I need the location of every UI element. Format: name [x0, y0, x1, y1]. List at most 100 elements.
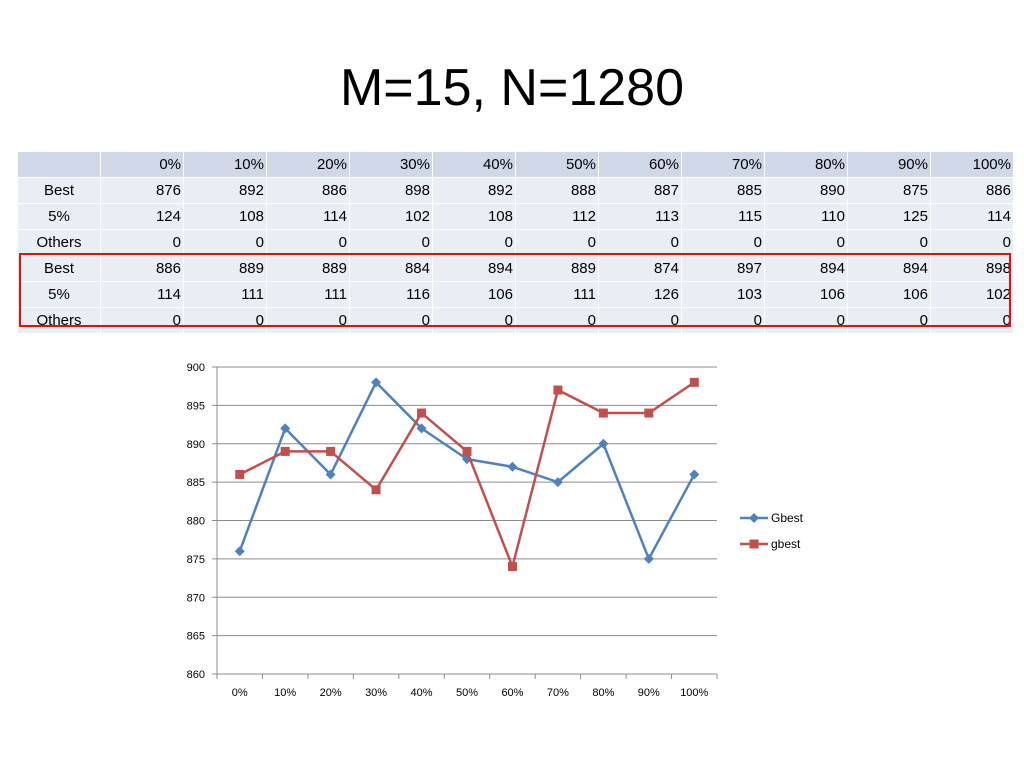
table-cell: 0 [598, 307, 682, 334]
column-header: 100% [930, 151, 1014, 178]
table-cell: 887 [598, 177, 682, 204]
results-table: 0% 10% 20% 30% 40% 50% 60% 70% 80% 90% 1… [17, 151, 1014, 334]
data-point-gbest [507, 461, 518, 472]
legend-marker-gbest [749, 513, 759, 523]
table-cell: 0 [847, 307, 931, 334]
table-cell: 102 [349, 203, 433, 230]
table-cell: 897 [681, 255, 765, 282]
table-cell: 894 [764, 255, 848, 282]
y-tick-label: 895 [187, 400, 205, 412]
table-cell: 112 [515, 203, 599, 230]
x-tick-label: 20% [320, 687, 342, 699]
x-tick-label: 100% [680, 687, 708, 699]
table-cell: 888 [515, 177, 599, 204]
table-cell: 0 [681, 307, 765, 334]
x-tick-label: 80% [592, 687, 614, 699]
data-point-gbest [552, 477, 563, 488]
column-header: 40% [432, 151, 516, 178]
data-point-gbest [417, 408, 427, 418]
table-cell: 0 [266, 229, 350, 256]
data-point-gbest [326, 446, 336, 456]
table-row: Others 0 0 0 0 0 0 0 0 0 0 0 [17, 307, 1014, 334]
table-cell: 898 [349, 177, 433, 204]
table-row: 5% 114 111 111 116 106 111 126 103 106 106 102 [17, 281, 1014, 308]
table-cell: 111 [266, 281, 350, 308]
data-point-gbest [325, 469, 336, 480]
table-row: 5% 124 108 114 102 108 112 113 115 110 125 114 [17, 203, 1014, 230]
row-label: Best [17, 177, 101, 204]
table-cell: 0 [847, 229, 931, 256]
table-cell: 892 [183, 177, 267, 204]
table-cell: 889 [515, 255, 599, 282]
table-cell: 890 [764, 177, 848, 204]
table-cell: 110 [764, 203, 848, 230]
table-cell: 0 [432, 307, 516, 334]
data-point-gbest [280, 446, 290, 456]
row-label: Others [17, 307, 101, 334]
table-cell: 0 [598, 229, 682, 256]
data-point-gbest [462, 446, 472, 456]
column-header: 20% [266, 151, 350, 178]
x-tick-label: 60% [501, 687, 523, 699]
data-point-gbest [643, 553, 654, 564]
table-cell: 106 [847, 281, 931, 308]
x-tick-label: 90% [638, 687, 660, 699]
data-point-gbest [598, 438, 609, 449]
y-tick-label: 865 [187, 631, 205, 643]
table-cell: 116 [349, 281, 433, 308]
y-tick-label: 885 [187, 477, 205, 489]
table-cell: 885 [681, 177, 765, 204]
table-header-row: 0% 10% 20% 30% 40% 50% 60% 70% 80% 90% 1… [17, 151, 1014, 178]
table-cell: 898 [930, 255, 1014, 282]
y-tick-label: 875 [187, 554, 205, 566]
x-tick-label: 70% [547, 687, 569, 699]
table-cell: 886 [266, 177, 350, 204]
table-cell: 889 [183, 255, 267, 282]
table-cell: 0 [764, 307, 848, 334]
table-cell: 0 [349, 307, 433, 334]
table-row: Others 0 0 0 0 0 0 0 0 0 0 0 [17, 229, 1014, 256]
table-cell: 892 [432, 177, 516, 204]
data-point-gbest [235, 469, 245, 479]
x-tick-label: 30% [365, 687, 387, 699]
x-tick-label: 10% [274, 687, 296, 699]
column-header: 30% [349, 151, 433, 178]
table-row: Best 876 892 886 898 892 888 887 885 890 875 886 [17, 177, 1014, 204]
table-cell: 102 [930, 281, 1014, 308]
table-cell: 884 [349, 255, 433, 282]
table-cell: 886 [930, 177, 1014, 204]
table-cell: 0 [432, 229, 516, 256]
table-cell: 0 [515, 229, 599, 256]
row-label: 5% [17, 281, 101, 308]
table-cell: 113 [598, 203, 682, 230]
x-tick-label: 50% [456, 687, 478, 699]
table-cell: 0 [100, 229, 184, 256]
legend-label: Gbest [771, 511, 804, 525]
y-tick-label: 900 [187, 362, 205, 374]
column-header: 50% [515, 151, 599, 178]
data-point-gbest [507, 562, 517, 572]
table-cell: 889 [266, 255, 350, 282]
data-point-gbest [234, 546, 245, 557]
row-label: Others [17, 229, 101, 256]
legend-label: gbest [771, 537, 801, 551]
data-point-gbest [689, 469, 700, 480]
table-cell: 875 [847, 177, 931, 204]
table-cell: 894 [847, 255, 931, 282]
legend-marker-gbest [749, 539, 759, 549]
data-point-gbest [689, 377, 699, 387]
y-tick-label: 880 [187, 516, 205, 528]
y-tick-label: 860 [187, 669, 205, 681]
table-cell: 114 [100, 281, 184, 308]
row-label: 5% [17, 203, 101, 230]
table-cell: 114 [930, 203, 1014, 230]
slide-title: M=15, N=1280 [339, 59, 685, 117]
y-tick-label: 870 [187, 592, 205, 604]
table-cell: 124 [100, 203, 184, 230]
series-line-gbest [239, 381, 695, 568]
data-point-gbest [553, 385, 563, 395]
table-cell: 876 [100, 177, 184, 204]
table-cell: 108 [183, 203, 267, 230]
table-cell: 0 [930, 307, 1014, 334]
data-point-gbest [598, 408, 608, 418]
